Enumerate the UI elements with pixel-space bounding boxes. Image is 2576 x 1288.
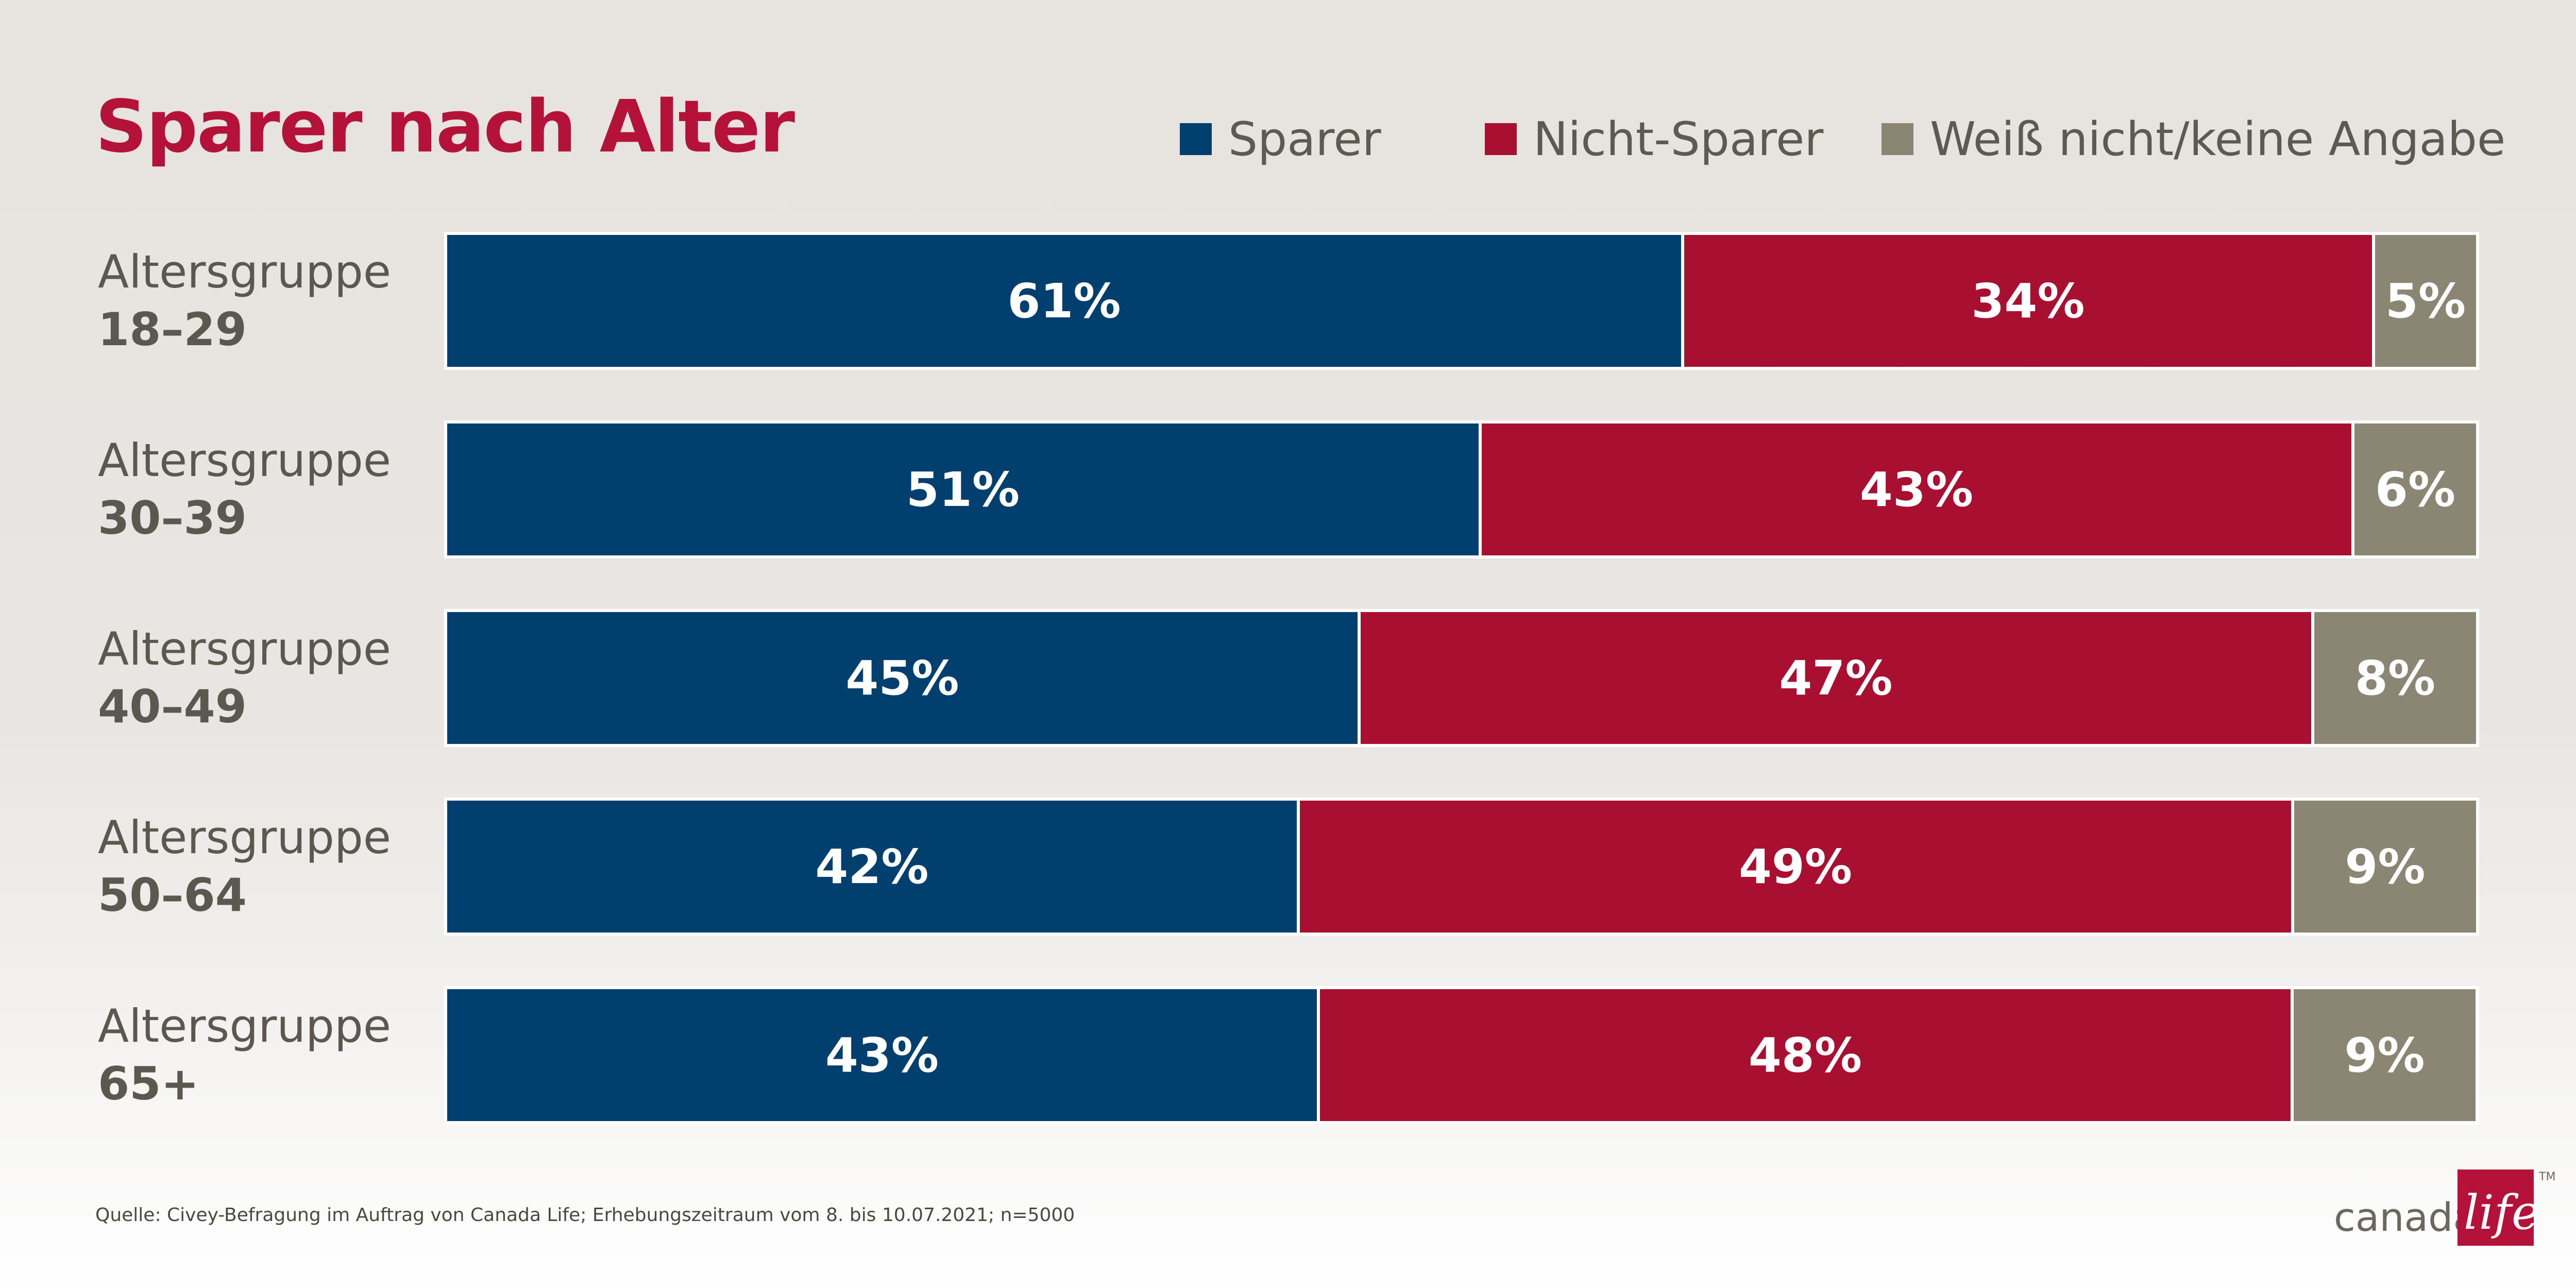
- bar-segment-sparer: 42%: [447, 801, 1297, 933]
- data-label-nicht-sparer: 34%: [1971, 273, 2085, 329]
- legend-swatch-nicht-sparer: [1485, 123, 1517, 155]
- row-label-line1: Altersgruppe: [98, 622, 391, 675]
- row-label-age-range: 30–39: [98, 492, 247, 545]
- bar-segment-weiss-nicht: 5%: [2375, 235, 2476, 367]
- canada-life-logo: canada life TM: [2334, 1170, 2555, 1252]
- bar-track: 51% 43% 6%: [444, 420, 2479, 558]
- row-label: Altersgruppe 65+: [98, 997, 417, 1113]
- bar-track: 42% 49% 9%: [444, 798, 2479, 936]
- logo-trademark: TM: [2539, 1171, 2556, 1183]
- data-label-nicht-sparer: 47%: [1779, 650, 1893, 706]
- row-label: Altersgruppe 30–39: [98, 432, 417, 547]
- row-label-age-range: 50–64: [98, 869, 247, 922]
- row-label-age-range: 40–49: [98, 680, 247, 733]
- data-label-sparer: 51%: [906, 462, 1020, 517]
- data-label-nicht-sparer: 49%: [1738, 839, 1853, 894]
- legend-swatch-weiss-nicht: [1882, 123, 1913, 155]
- bar-segment-nicht-sparer: 47%: [1361, 612, 2311, 744]
- legend-label-nicht-sparer: Nicht-Sparer: [1533, 112, 1824, 166]
- logo-script: life: [2464, 1185, 2540, 1240]
- legend-swatch-sparer: [1180, 123, 1212, 155]
- bar-segment-weiss-nicht: 9%: [2294, 801, 2476, 933]
- row-label-line1: Altersgruppe: [98, 811, 391, 864]
- data-label-sparer: 61%: [1007, 273, 1121, 329]
- logo-wordmark: canada: [2334, 1194, 2477, 1240]
- legend-label-weiss-nicht: Weiß nicht/keine Angabe: [1930, 112, 2506, 166]
- bar-segment-nicht-sparer: 48%: [1320, 989, 2291, 1121]
- bar-segment-weiss-nicht: 9%: [2294, 989, 2476, 1121]
- bar-segment-nicht-sparer: 43%: [1482, 423, 2351, 555]
- legend-item-weiss-nicht: Weiß nicht/keine Angabe: [1882, 112, 2506, 166]
- bar-segment-nicht-sparer: 49%: [1300, 801, 2291, 933]
- data-label-weiss-nicht: 9%: [2345, 839, 2426, 894]
- row-label-age-range: 65+: [98, 1057, 199, 1110]
- row-label-line1: Altersgruppe: [98, 434, 391, 487]
- bar-segment-sparer: 43%: [447, 989, 1317, 1121]
- logo-box: [2458, 1170, 2534, 1246]
- row-label: Altersgruppe 40–49: [98, 620, 417, 736]
- source-note: Quelle: Civey-Befragung im Auftrag von C…: [95, 1205, 1075, 1226]
- bar-track: 43% 48% 9%: [444, 986, 2479, 1124]
- row-label-age-range: 18–29: [98, 303, 247, 356]
- legend-label-sparer: Sparer: [1228, 112, 1381, 166]
- data-label-weiss-nicht: 9%: [2344, 1027, 2425, 1083]
- bar-segment-weiss-nicht: 8%: [2314, 612, 2476, 744]
- row-label: Altersgruppe 50–64: [98, 809, 417, 924]
- data-label-nicht-sparer: 48%: [1748, 1027, 1862, 1083]
- row-label: Altersgruppe 18–29: [98, 243, 417, 359]
- legend-item-nicht-sparer: Nicht-Sparer: [1485, 112, 1824, 166]
- chart-title: Sparer nach Alter: [95, 85, 795, 169]
- bar-segment-weiss-nicht: 6%: [2354, 423, 2476, 555]
- data-label-sparer: 42%: [815, 839, 929, 894]
- data-label-nicht-sparer: 43%: [1859, 462, 1974, 517]
- bar-segment-sparer: 45%: [447, 612, 1358, 744]
- data-label-weiss-nicht: 6%: [2375, 462, 2456, 517]
- row-label-line1: Altersgruppe: [98, 245, 391, 298]
- bar-segment-sparer: 51%: [447, 423, 1479, 555]
- data-label-weiss-nicht: 5%: [2385, 273, 2466, 329]
- data-label-weiss-nicht: 8%: [2354, 650, 2436, 706]
- data-label-sparer: 43%: [825, 1027, 939, 1083]
- row-label-line1: Altersgruppe: [98, 999, 391, 1053]
- bar-segment-nicht-sparer: 34%: [1684, 235, 2372, 367]
- bar-segment-sparer: 61%: [447, 235, 1681, 367]
- data-label-sparer: 45%: [845, 650, 959, 706]
- legend-item-sparer: Sparer: [1180, 112, 1381, 166]
- bar-track: 61% 34% 5%: [444, 232, 2479, 370]
- bar-track: 45% 47% 8%: [444, 609, 2479, 747]
